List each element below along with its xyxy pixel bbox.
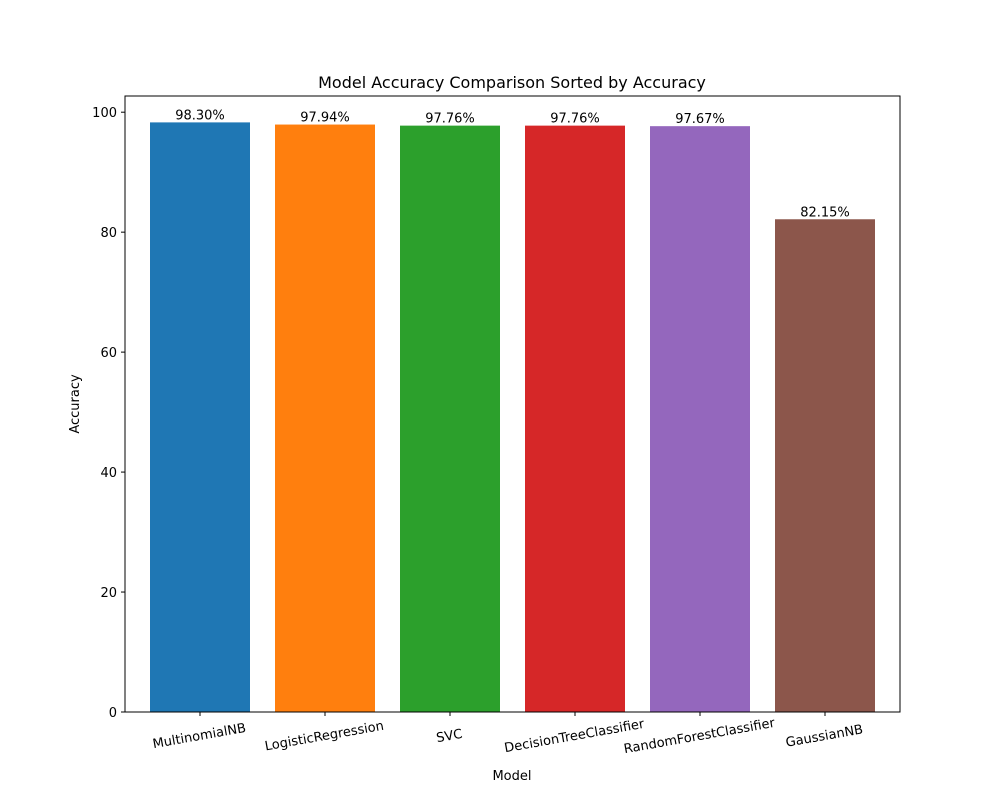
- bar: [775, 219, 875, 712]
- x-axis-label: Model: [492, 769, 531, 784]
- x-tick-label: LogisticRegression: [264, 719, 385, 755]
- bar: [650, 126, 750, 712]
- x-tick-label: SVC: [435, 727, 463, 746]
- bar-value-label: 97.76%: [425, 112, 475, 127]
- chart-title: Model Accuracy Comparison Sorted by Accu…: [318, 73, 706, 92]
- y-tick-label: 0: [109, 706, 117, 721]
- x-tick-label: GaussianNB: [785, 722, 865, 750]
- bar: [275, 124, 375, 713]
- bar-value-label: 98.30%: [175, 108, 225, 123]
- x-tick-label: RandomForestClassifier: [623, 716, 777, 757]
- y-tick-label: 40: [100, 466, 117, 481]
- y-tick-label: 60: [100, 346, 117, 361]
- bar-value-label: 97.76%: [550, 112, 600, 127]
- y-axis-label: Accuracy: [68, 374, 83, 434]
- bar: [150, 122, 250, 713]
- y-tick-label: 100: [92, 106, 117, 121]
- bar: [400, 125, 500, 713]
- bar: [525, 125, 625, 713]
- bar-value-label: 97.94%: [300, 111, 350, 126]
- y-tick-label: 20: [100, 586, 117, 601]
- plot-area: 0 20 40 60 80 100 98.30% MultinomialNB 97.94% Log…: [92, 106, 875, 757]
- bar-value-label: 82.15%: [800, 205, 850, 220]
- y-tick-label: 80: [100, 226, 117, 241]
- axes-frame: [124, 95, 901, 713]
- bar-value-label: 97.67%: [675, 112, 725, 127]
- x-tick-label: MultinomialNB: [152, 721, 248, 752]
